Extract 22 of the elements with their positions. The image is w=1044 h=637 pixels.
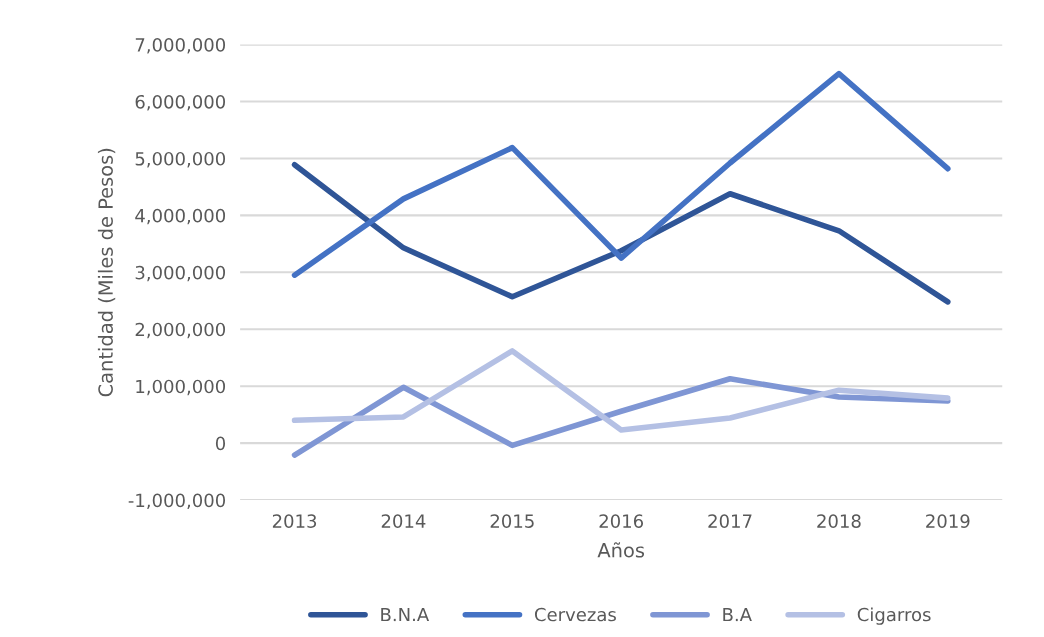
- y-tick-label: 6,000,000: [135, 94, 226, 111]
- x-tick-label: 2019: [926, 514, 970, 528]
- y-tick-label: 3,000,000: [135, 265, 226, 282]
- legend-label: B.N.A: [381, 607, 430, 622]
- x-tick-label: 2015: [490, 514, 534, 528]
- legend-label: Cigarros: [857, 607, 931, 625]
- y-tick-label: 2,000,000: [135, 322, 226, 339]
- x-axis-title: Años: [597, 542, 645, 558]
- legend-label: B.A: [723, 607, 752, 622]
- x-tick-label: 2014: [381, 514, 426, 528]
- x-tick-label: 2016: [599, 514, 644, 528]
- x-tick-label: 2018: [817, 514, 861, 528]
- y-tick-label: 1,000,000: [136, 379, 226, 396]
- x-tick-label: 2017: [708, 514, 752, 528]
- y-tick-label: -1,000,000: [128, 493, 226, 509]
- y-tick-label: 0: [215, 436, 226, 451]
- legend-label: Cervezas: [534, 607, 616, 622]
- y-tick-label: 4,000,000: [135, 208, 226, 225]
- y-axis-title: Cantidad (Miles de Pesos): [97, 148, 116, 397]
- y-tick-label: 7,000,000: [135, 38, 226, 54]
- x-tick-label: 2013: [272, 514, 317, 528]
- y-tick-label: 5,000,000: [135, 151, 226, 168]
